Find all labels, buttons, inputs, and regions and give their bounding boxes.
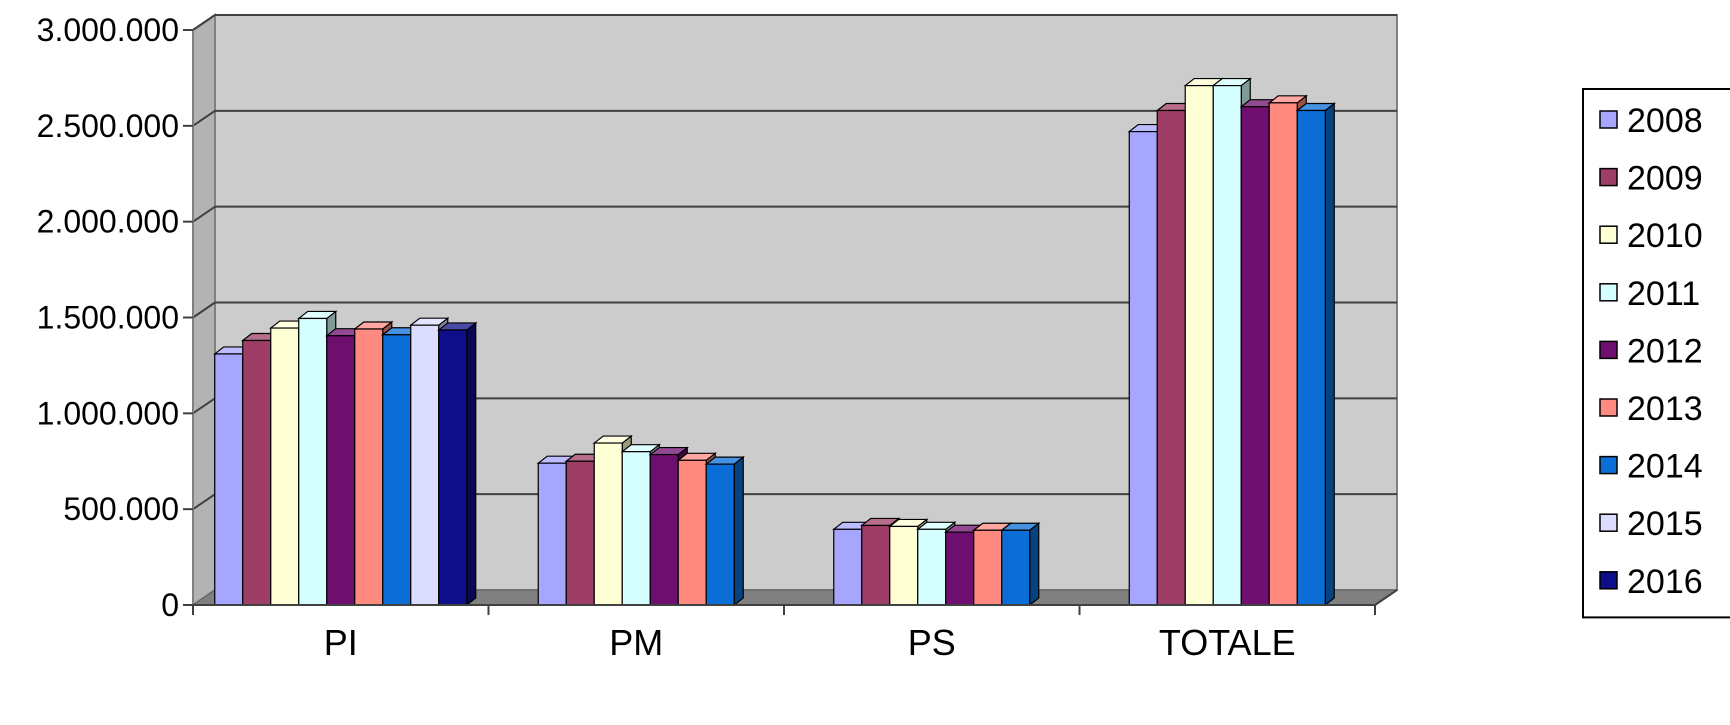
legend-swatch (1599, 571, 1618, 590)
bar-front (270, 327, 300, 606)
legend-label: 2012 (1627, 332, 1703, 370)
bar-side (1324, 102, 1335, 607)
y-tick-label: 1.500.000 (37, 300, 179, 336)
y-tick-label: 0 (161, 587, 179, 623)
bar-front (1296, 109, 1326, 606)
bar-pm-2014 (704, 455, 745, 607)
bar-front (1001, 529, 1031, 606)
bar-front (889, 525, 919, 606)
x-category-label: PI (324, 622, 358, 663)
bar-front (677, 459, 707, 606)
gridline-side (192, 205, 216, 223)
bar-ps-2014 (1000, 522, 1041, 607)
legend-swatch (1599, 283, 1618, 302)
gridline-side (192, 493, 216, 510)
legend-label: 2010 (1627, 217, 1703, 255)
gridline-side (192, 110, 216, 127)
bar-side (466, 321, 477, 607)
bar-totale-2014 (1295, 102, 1336, 607)
bars (213, 77, 1336, 607)
legend-label: 2013 (1627, 390, 1703, 428)
bar-front (382, 334, 412, 606)
bar-front (1128, 130, 1158, 606)
bar-front (1156, 109, 1186, 606)
y-tick-label: 2.500.000 (37, 108, 179, 144)
y-tick-label: 2.000.000 (37, 204, 179, 240)
x-axis: PI PM PS TOTALE (192, 589, 1398, 663)
x-category-label: TOTALE (1159, 622, 1296, 663)
bar-pi-2016 (437, 321, 478, 607)
bar-front (917, 528, 947, 606)
bar-front (438, 329, 468, 606)
x-category-label: PS (908, 622, 956, 663)
bar-front (565, 460, 595, 606)
gridline-side (192, 14, 216, 31)
legend-label: 2009 (1627, 160, 1703, 198)
legend-label: 2016 (1627, 563, 1703, 601)
bar-front (1240, 106, 1270, 606)
bar-front (326, 335, 356, 606)
bar-front (621, 451, 651, 606)
legend-label: 2015 (1627, 505, 1703, 543)
bar-front (354, 328, 384, 606)
legend-swatch (1599, 398, 1618, 417)
bar-front (649, 453, 679, 606)
bar-front (945, 531, 975, 606)
legend-label: 2011 (1627, 275, 1700, 313)
legend-swatch (1599, 455, 1618, 475)
y-tick-label: 500.000 (63, 491, 179, 527)
bar-front (973, 529, 1003, 606)
gridline-side (192, 301, 216, 319)
bar-side (733, 455, 744, 607)
legend-swatch (1599, 340, 1618, 360)
bar-front (705, 463, 735, 606)
y-tick-label: 3.000.000 (37, 12, 179, 48)
bar-front (242, 339, 272, 606)
bar-front (298, 317, 328, 606)
bar-front (410, 324, 440, 606)
x-category-label: PM (609, 622, 663, 663)
y-tick-label: 1.000.000 (37, 395, 179, 431)
bar-front (1184, 84, 1214, 606)
gridline-side (192, 397, 216, 415)
legend-swatch (1599, 513, 1618, 532)
bar-front (537, 462, 567, 606)
legend: 2008 2009 2010 2011 2012 2013 2014 2015 2016 (1582, 88, 1730, 619)
legend-swatch (1599, 167, 1618, 187)
bar-front (214, 353, 244, 606)
legend-label: 2008 (1627, 102, 1703, 140)
legend-label: 2014 (1627, 448, 1703, 486)
bar-front (861, 524, 891, 606)
bar-pm-2010 (592, 434, 633, 607)
bar-front (1212, 84, 1242, 606)
y-axis-ticks: 0 500.000 1.000.000 1.500.000 2.000.000 2.500… (37, 12, 194, 623)
legend-swatch (1599, 110, 1618, 129)
bar-side (1029, 522, 1040, 607)
bar-front (593, 442, 623, 606)
bar-front (1268, 102, 1298, 606)
bar-front (833, 528, 863, 606)
legend-swatch (1599, 225, 1618, 244)
x-axis-depth-line (1374, 589, 1398, 606)
